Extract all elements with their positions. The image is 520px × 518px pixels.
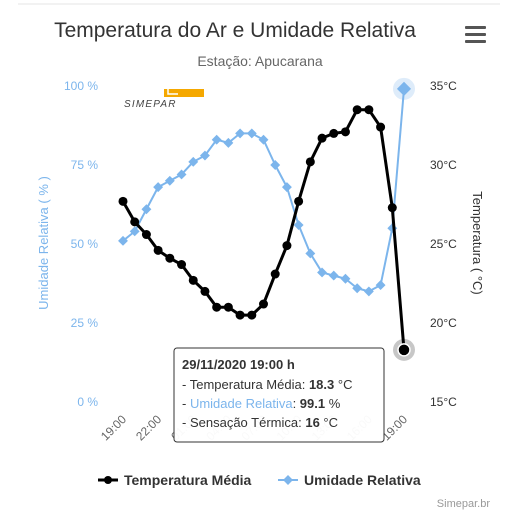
tooltip-line-sensacao: - Sensação Térmica: 16 °C [182,415,338,430]
data-point-umidade[interactable] [235,128,246,139]
data-point-umidade[interactable] [293,220,304,230]
legend-label-temperatura: Temperatura Média [124,472,252,488]
series-temperatura-media[interactable] [118,105,416,361]
data-point-temperatura[interactable] [177,260,187,270]
data-point-temperatura[interactable] [294,196,304,206]
legend: Temperatura Média Umidade Relativa [98,472,421,488]
data-point-temperatura[interactable] [165,253,175,263]
data-point-umidade[interactable] [141,204,152,215]
legend-item-umidade-relativa[interactable]: Umidade Relativa [278,472,421,488]
chart-subtitle: Estação: Apucarana [197,53,323,69]
legend-label-umidade: Umidade Relativa [304,472,421,488]
data-point-umidade[interactable] [270,160,281,170]
tooltip-line-umidade: - Umidade Relativa: 99.1 % [182,396,341,411]
data-point-temperatura[interactable] [317,133,327,143]
data-point-temperatura[interactable] [153,245,163,255]
chart-credits[interactable]: Simepar.br [437,498,491,510]
data-point-temperatura[interactable] [200,286,210,296]
data-point-temperatura[interactable] [188,275,198,285]
data-point-umidade[interactable] [340,273,351,284]
data-point-temperatura[interactable] [305,157,315,167]
data-point-umidade[interactable] [328,270,339,281]
chart-tooltip: 29/11/2020 19:00 h - Temperatura Média: … [173,347,385,443]
left-axis-ticks: 0 % 25 % 50 % 75 % 100 % [64,79,98,409]
legend-item-temperatura-media[interactable]: Temperatura Média [98,472,252,488]
data-point-temperatura[interactable] [235,310,245,320]
right-axis-title: Temperatura ( °C) [470,191,485,294]
data-point-umidade[interactable] [258,134,269,145]
data-point-temperatura[interactable] [130,217,140,227]
simepar-logo: SIMEPAR [124,89,204,110]
right-axis-tick-label: 15°C [430,395,457,409]
data-point-umidade[interactable] [363,286,374,297]
right-axis-tick-label: 30°C [430,158,457,172]
right-axis-tick-label: 25°C [430,237,457,251]
data-point-umidade[interactable] [118,235,128,246]
data-point-umidade[interactable] [176,169,187,180]
left-axis-tick-label: 75 % [71,158,99,172]
data-point-temperatura[interactable] [364,105,374,115]
data-point-temperatura[interactable] [270,269,280,279]
data-point-temperatura[interactable] [376,122,386,132]
left-axis-tick-label: 0 % [77,395,98,409]
data-point-temperatura[interactable] [352,105,362,115]
data-point-umidade[interactable] [396,81,412,96]
left-axis-title: Umidade Relativa ( % ) [36,176,51,310]
left-axis-tick-label: 50 % [71,237,99,251]
right-axis-tick-label: 35°C [430,79,457,93]
data-point-umidade[interactable] [375,280,386,291]
data-point-temperatura[interactable] [387,203,397,213]
left-axis-tick-label: 25 % [71,316,99,330]
data-point-umidade[interactable] [281,182,292,193]
data-point-umidade[interactable] [211,134,222,145]
data-point-umidade[interactable] [317,267,327,278]
series-umidade-relativa[interactable] [118,77,415,297]
data-point-temperatura[interactable] [247,310,257,320]
data-point-temperatura[interactable] [340,127,350,137]
data-point-temperatura[interactable] [329,128,339,138]
tooltip-line-temperatura: - Temperatura Média: 18.3 °C [182,377,352,392]
left-axis-tick-label: 100 % [64,79,98,93]
data-point-umidade[interactable] [153,182,164,193]
data-point-temperatura[interactable] [259,299,268,309]
data-point-temperatura[interactable] [141,230,151,240]
data-point-temperatura[interactable] [223,302,233,312]
data-point-umidade[interactable] [188,156,199,167]
tooltip-title: 29/11/2020 19:00 h [182,357,295,372]
data-point-umidade[interactable] [164,175,175,186]
hamburger-menu-icon[interactable] [462,20,490,46]
data-point-temperatura[interactable] [397,343,411,357]
right-axis-tick-label: 20°C [430,316,457,330]
chart-title: Temperatura do Ar e Umidade Relativa [54,19,416,42]
right-axis-ticks: 15°C 20°C 25°C 30°C 35°C [430,79,457,409]
data-point-umidade[interactable] [246,128,257,139]
data-point-umidade[interactable] [200,150,210,161]
data-point-temperatura[interactable] [118,196,128,206]
data-point-umidade[interactable] [352,283,363,294]
simepar-logo-text: SIMEPAR [124,99,177,110]
data-point-umidade[interactable] [129,226,140,237]
data-point-temperatura[interactable] [212,302,222,312]
data-point-umidade[interactable] [223,137,234,148]
data-point-temperatura[interactable] [282,241,292,251]
